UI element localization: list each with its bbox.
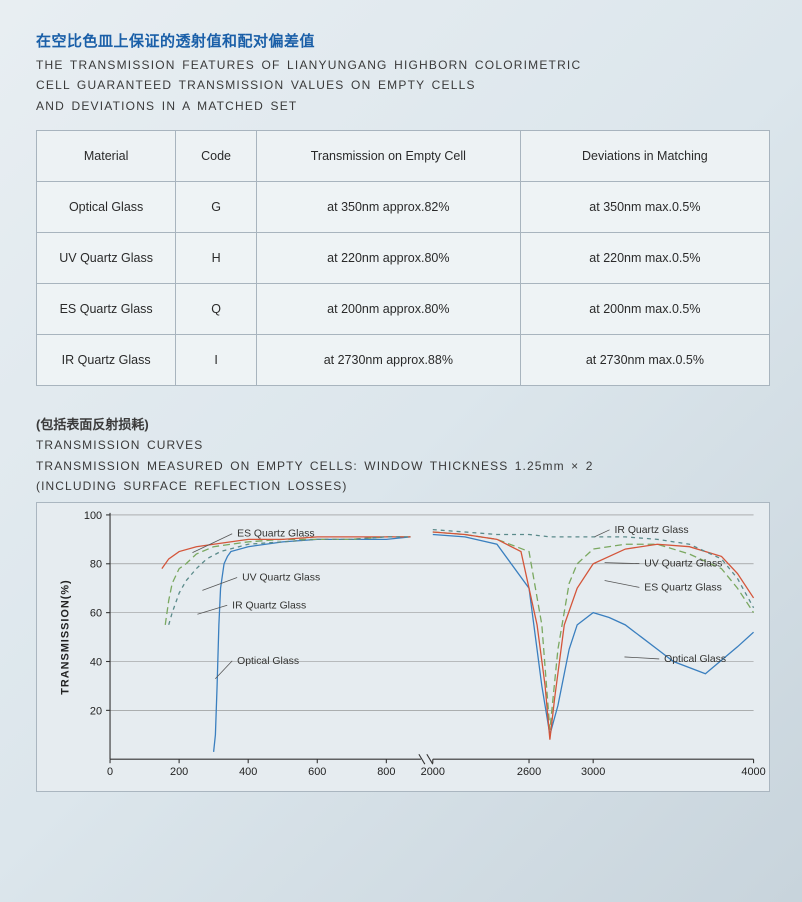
svg-text:2000: 2000	[421, 766, 445, 778]
title-en-line1: THE TRANSMISSION FEATURES OF LIANYUNGANG…	[36, 58, 581, 72]
chart-svg: 20 40 60 80 100 0 200 400 600 800 2000 2600 3000 4000…	[37, 503, 769, 791]
svg-text:60: 60	[90, 608, 102, 620]
table-row: IR Quartz GlassIat 2730nm approx.88%at 2…	[37, 335, 770, 386]
table-row: UV Quartz GlassHat 220nm approx.80%at 22…	[37, 233, 770, 284]
table-body: Optical GlassGat 350nm approx.82%at 350n…	[37, 182, 770, 386]
table-cell: ES Quartz Glass	[37, 284, 176, 335]
title-en-line3: AND DEVIATIONS IN A MATCHED SET	[36, 99, 297, 113]
svg-text:100: 100	[84, 510, 102, 522]
svg-text:20: 20	[90, 706, 102, 718]
table-cell: UV Quartz Glass	[37, 233, 176, 284]
table-cell: at 200nm max.0.5%	[520, 284, 769, 335]
svg-text:2600: 2600	[517, 766, 541, 778]
svg-text:200: 200	[170, 766, 188, 778]
svg-text:ES Quartz Glass: ES Quartz Glass	[644, 583, 722, 594]
svg-text:Optical Glass: Optical Glass	[664, 654, 726, 665]
table-cell: at 220nm approx.80%	[256, 233, 520, 284]
svg-text:4000: 4000	[741, 766, 765, 778]
spec-table: Material Code Transmission on Empty Cell…	[36, 130, 770, 386]
transmission-chart: 20 40 60 80 100 0 200 400 600 800 2000 2600 3000 4000…	[36, 502, 770, 792]
svg-text:400: 400	[239, 766, 257, 778]
svg-text:40: 40	[90, 657, 102, 669]
table-cell: H	[176, 233, 257, 284]
sub-en-line3: (INCLUDING SURFACE REFLECTION LOSSES)	[36, 479, 347, 493]
svg-text:ES Quartz Glass: ES Quartz Glass	[237, 529, 314, 540]
table-cell: Q	[176, 284, 257, 335]
table-row: Optical GlassGat 350nm approx.82%at 350n…	[37, 182, 770, 233]
svg-text:TRANSMISSION(%): TRANSMISSION(%)	[59, 580, 71, 695]
sub-en-line1: TRANSMISSION CURVES	[36, 438, 203, 452]
table-cell: at 200nm approx.80%	[256, 284, 520, 335]
table-row: ES Quartz GlassQat 200nm approx.80%at 20…	[37, 284, 770, 335]
table-cell: Optical Glass	[37, 182, 176, 233]
table-cell: at 2730nm approx.88%	[256, 335, 520, 386]
table-cell: at 350nm max.0.5%	[520, 182, 769, 233]
table-cell: at 220nm max.0.5%	[520, 233, 769, 284]
subtitle-chinese: (包括表面反射损耗)	[36, 414, 770, 433]
table-cell: at 2730nm max.0.5%	[520, 335, 769, 386]
svg-text:800: 800	[377, 766, 395, 778]
sub-en-line2: TRANSMISSION MEASURED ON EMPTY CELLS: WI…	[36, 459, 593, 473]
svg-text:UV Quartz Glass: UV Quartz Glass	[644, 559, 722, 570]
title-en-line2: CELL GUARANTEED TRANSMISSION VALUES ON E…	[36, 78, 476, 92]
col-transmission: Transmission on Empty Cell	[256, 131, 520, 182]
svg-text:80: 80	[90, 559, 102, 571]
svg-text:IR Quartz Glass: IR Quartz Glass	[615, 525, 689, 536]
col-deviations: Deviations in Matching	[520, 131, 769, 182]
svg-text:600: 600	[308, 766, 326, 778]
col-material: Material	[37, 131, 176, 182]
table-cell: at 350nm approx.82%	[256, 182, 520, 233]
svg-text:0: 0	[107, 766, 113, 778]
svg-text:Optical Glass: Optical Glass	[237, 656, 299, 667]
table-header-row: Material Code Transmission on Empty Cell…	[37, 131, 770, 182]
title-chinese: 在空比色皿上保证的透射值和配对偏差值	[36, 30, 770, 51]
table-cell: G	[176, 182, 257, 233]
svg-text:3000: 3000	[581, 766, 605, 778]
col-code: Code	[176, 131, 257, 182]
subtitle-english: TRANSMISSION CURVES TRANSMISSION MEASURE…	[36, 435, 770, 496]
table-cell: IR Quartz Glass	[37, 335, 176, 386]
title-english: THE TRANSMISSION FEATURES OF LIANYUNGANG…	[36, 55, 770, 116]
svg-text:UV Quartz Glass: UV Quartz Glass	[242, 573, 320, 584]
svg-text:IR Quartz Glass: IR Quartz Glass	[232, 601, 306, 612]
table-cell: I	[176, 335, 257, 386]
